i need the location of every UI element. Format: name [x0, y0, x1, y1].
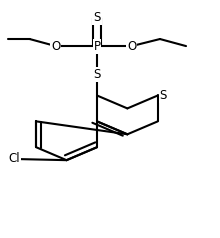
Text: P: P: [94, 40, 101, 53]
Text: Cl: Cl: [9, 153, 20, 165]
Text: O: O: [51, 40, 60, 53]
Text: O: O: [127, 40, 136, 53]
Text: S: S: [160, 89, 167, 102]
Text: S: S: [93, 68, 101, 81]
Text: S: S: [93, 11, 101, 24]
